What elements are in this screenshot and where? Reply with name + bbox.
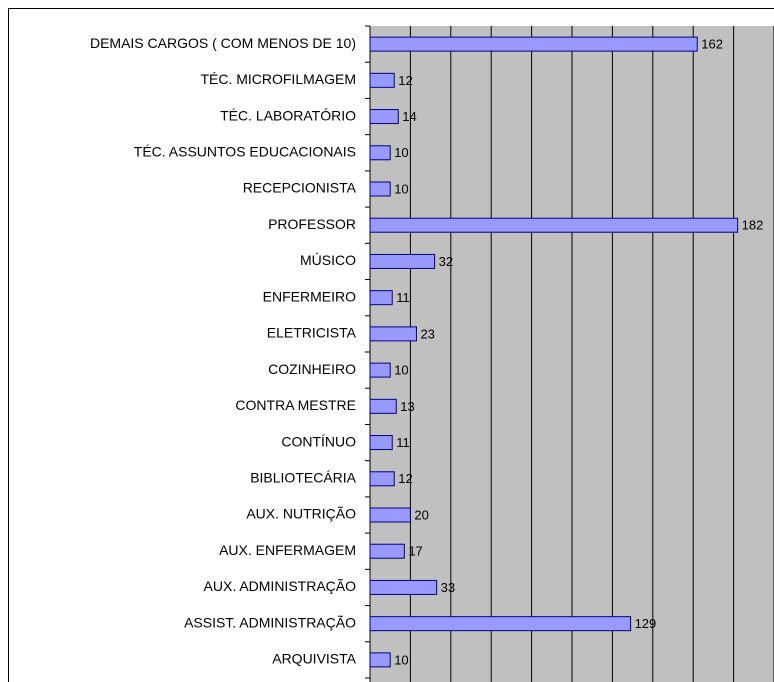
value-label: 182 [742, 218, 764, 233]
y-tick-label: AUX. ENFERMAGEM [219, 542, 356, 558]
bar [369, 543, 405, 559]
value-label: 162 [701, 37, 723, 52]
bar [369, 362, 391, 378]
value-label: 10 [394, 181, 408, 196]
y-tick-label: MÚSICO [300, 252, 356, 268]
bar [369, 616, 632, 632]
value-label: 12 [398, 471, 412, 486]
y-tick-label: AUX. NUTRIÇÃO [246, 506, 356, 522]
y-tick-label: TÉC. MICROFILMAGEM [200, 71, 356, 87]
y-tick-label: RECEPCIONISTA [243, 180, 357, 196]
value-label: 10 [394, 652, 408, 667]
y-tick-label: BIBLIOTECÁRIA [250, 469, 356, 485]
y-tick-label: AUX. ADMINISTRAÇÃO [204, 578, 357, 594]
value-label: 17 [408, 544, 422, 559]
value-label: 23 [420, 326, 434, 341]
y-tick-label: TÉC. ASSUNTOS EDUCACIONAIS [134, 143, 356, 159]
bar [369, 181, 391, 197]
bar [369, 290, 393, 306]
bar [369, 398, 397, 414]
y-tick-label: CONTRA MESTRE [235, 397, 356, 413]
bar [369, 72, 395, 88]
bar [369, 253, 436, 269]
bar [369, 36, 698, 52]
value-label: 12 [398, 73, 412, 88]
value-label: 11 [396, 290, 410, 305]
bar [369, 579, 438, 595]
bar [369, 145, 391, 161]
y-tick-label: COZINHEIRO [268, 361, 356, 377]
y-tick-label: ELETRICISTA [267, 325, 357, 341]
y-tick-label: ENFERMEIRO [263, 288, 356, 304]
value-label: 10 [394, 363, 408, 378]
bar [369, 326, 417, 342]
bar [369, 471, 395, 487]
bar [369, 109, 399, 125]
y-tick-label: CONTÍNUO [281, 433, 356, 449]
bar [369, 652, 391, 668]
y-tick-label: PROFESSOR [268, 216, 356, 232]
value-label: 129 [635, 616, 657, 631]
value-label: 32 [439, 254, 453, 269]
value-label: 10 [394, 145, 408, 160]
value-label: 13 [400, 399, 414, 414]
bar [369, 507, 411, 523]
bar [369, 217, 739, 233]
value-label: 11 [396, 435, 410, 450]
y-tick-label: DEMAIS CARGOS ( COM MENOS DE 10) [90, 35, 356, 51]
bar [369, 435, 393, 451]
y-tick-label: TÉC. LABORATÓRIO [220, 107, 356, 123]
value-label: 14 [402, 109, 416, 124]
y-tick-label: ARQUIVISTA [272, 651, 356, 667]
value-label: 20 [414, 507, 428, 522]
y-tick-label: ASSIST. ADMINISTRAÇÃO [184, 614, 356, 630]
value-label: 33 [441, 580, 455, 595]
